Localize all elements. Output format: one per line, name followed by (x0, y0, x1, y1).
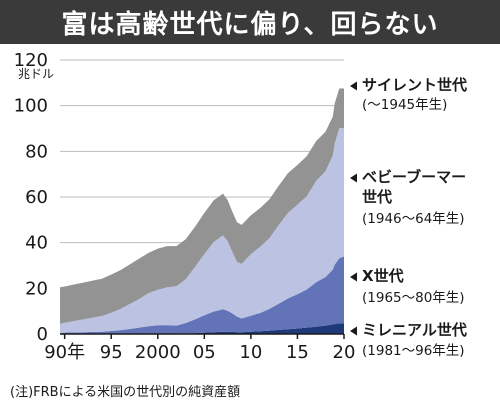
y-tick-label: 100 (14, 96, 48, 117)
area-series-0 (60, 323, 344, 334)
x-tick-label: 10 (239, 342, 262, 363)
y-axis-unit: 兆ドル (18, 67, 54, 81)
legend-series-name: サイレント世代 (362, 76, 467, 94)
legend-series-range: (1965〜80年生) (362, 290, 465, 306)
legend-series-range: (1946〜64年生) (362, 211, 465, 227)
area-series-group (60, 88, 344, 334)
area-series-3 (60, 88, 344, 324)
y-tick-label: 120 (14, 50, 48, 71)
x-tick-label: 20 (333, 342, 356, 363)
y-tick-label: 20 (25, 278, 48, 299)
legend: サイレント世代 (〜1945年生) ベビーブーマー世代 (1946〜64年生) X世代 (… (350, 76, 467, 359)
y-tick-label: 80 (25, 141, 48, 162)
axes: 0 20 40 60 80 100 120 90年 95 2000 05 10 15 20 (14, 50, 356, 363)
y-tick-label: 40 (25, 233, 48, 254)
legend-pointer-arrow (350, 326, 357, 336)
area-series-2 (60, 128, 344, 333)
chart-title: 富は高齢世代に偏り、回らない (0, 0, 500, 44)
y-tick-label: 0 (37, 324, 48, 345)
legend-series-name: ベビーブーマー世代 (362, 168, 466, 206)
legend-pointer-arrow (350, 81, 357, 91)
y-tick-label: 60 (25, 187, 48, 208)
x-tick-label: 05 (193, 342, 216, 363)
area-series-1 (60, 256, 344, 334)
legend-pointer-arrow (350, 173, 357, 183)
legend-series-name: X世代 (362, 267, 404, 285)
x-tick-label: 15 (286, 342, 309, 363)
x-tick-label: 90年 (44, 342, 85, 363)
footnote: (注)FRBによる米国の世代別の純資産額 (10, 384, 240, 400)
legend-series-range: (1981〜96年生) (362, 343, 465, 359)
legend-series-range: (〜1945年生) (362, 97, 447, 113)
legend-pointer-arrow (350, 272, 357, 282)
x-tick-label: 2000 (135, 342, 181, 363)
legend-series-name: ミレニアル世代 (362, 321, 467, 339)
x-tick-label: 95 (100, 342, 123, 363)
